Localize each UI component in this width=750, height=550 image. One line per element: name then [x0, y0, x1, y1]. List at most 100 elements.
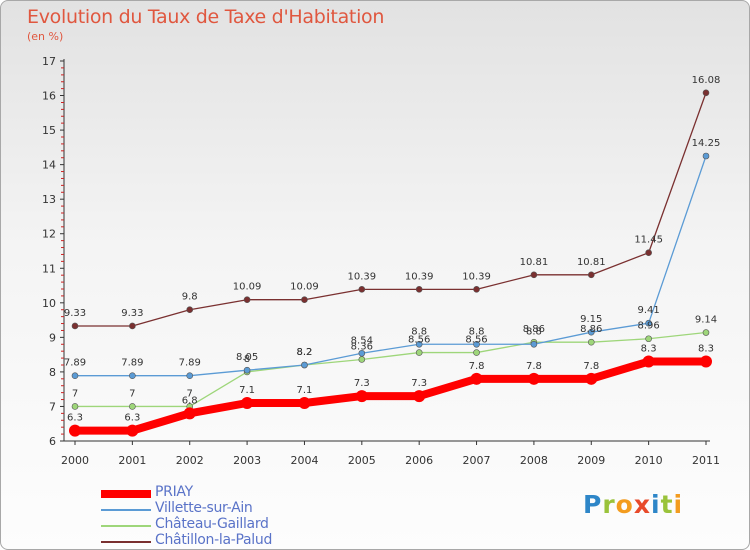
data-point [355, 390, 368, 403]
data-point [473, 349, 480, 356]
data-point [415, 286, 423, 293]
data-point [702, 152, 710, 160]
data-label: 8 [244, 354, 250, 365]
x-tick-label: 2001 [118, 454, 146, 467]
data-label: 10.09 [290, 282, 319, 293]
data-point [473, 286, 480, 293]
data-point [71, 372, 79, 380]
y-tick-label: 13 [42, 193, 56, 206]
data-label: 6.8 [182, 395, 198, 406]
logo-letter: o [615, 490, 634, 519]
chart-title: Evolution du Taux de Taxe d'Habitation [27, 6, 385, 28]
y-tick-label: 7 [49, 400, 56, 413]
data-point [415, 340, 423, 348]
data-label: 16.08 [692, 75, 721, 86]
data-label: 8.8 [411, 326, 427, 337]
y-tick-label: 15 [42, 124, 56, 137]
data-point [530, 271, 538, 279]
data-point [587, 328, 595, 336]
data-label: 8.54 [351, 335, 373, 346]
logo-letter: i [651, 490, 661, 519]
data-label: 7.3 [411, 378, 427, 389]
series-line-priay [71, 357, 710, 435]
data-point [129, 403, 136, 410]
data-label: 10.39 [462, 271, 491, 282]
x-tick-label: 2000 [61, 454, 89, 467]
data-label: 8.05 [236, 352, 258, 363]
data-label: 7.89 [121, 358, 143, 369]
data-point [243, 296, 251, 304]
data-label: 9.8 [182, 292, 198, 303]
data-point [530, 340, 538, 348]
data-label: 9.33 [64, 308, 86, 319]
data-point [473, 340, 480, 348]
data-label: 7.89 [179, 358, 201, 369]
y-tick-label: 11 [42, 262, 56, 275]
data-point [243, 366, 251, 374]
legend-item: Villette-sur-Ain [101, 500, 401, 518]
data-point [301, 361, 308, 369]
data-label: 10.39 [405, 271, 434, 282]
data-label: 9.33 [121, 308, 143, 319]
series-layer [69, 89, 712, 437]
data-point [358, 349, 366, 357]
data-point [415, 349, 423, 356]
x-tick-label: 2007 [463, 454, 491, 467]
logo-letter: x [633, 490, 651, 519]
x-tick-label: 2004 [290, 454, 318, 467]
data-label: 8.2 [297, 347, 313, 358]
data-label: 7 [129, 388, 135, 399]
data-label: 8.56 [465, 335, 487, 346]
y-tick-label: 6 [49, 435, 56, 448]
chart-subtitle: (en %) [27, 30, 64, 43]
data-point [186, 306, 194, 314]
data-point [587, 271, 595, 279]
logo-letter: i [673, 490, 684, 519]
data-label: 8.8 [526, 326, 542, 337]
x-tick-label: 2005 [348, 454, 376, 467]
proxiti-logo: Proxiti [583, 490, 683, 519]
data-label: 10.81 [520, 257, 549, 268]
data-label: 14.25 [692, 138, 721, 149]
data-point [470, 372, 483, 385]
data-label: 7.8 [469, 361, 485, 372]
data-label: 6.3 [67, 413, 83, 424]
data-label: 7.8 [526, 361, 542, 372]
data-label: 7.1 [239, 385, 255, 396]
data-point [183, 407, 196, 420]
data-label: 8.86 [580, 324, 602, 335]
x-tick-label: 2008 [520, 454, 548, 467]
data-label: 8.96 [638, 321, 660, 332]
data-point [700, 355, 712, 368]
x-tick-label: 2011 [692, 454, 720, 467]
x-tick-label: 2003 [233, 454, 261, 467]
legend-label: Villette-sur-Ain [155, 500, 253, 516]
data-point [702, 329, 710, 336]
x-tick-label: 2010 [635, 454, 663, 467]
legend-label: Château-Gaillard [155, 516, 269, 532]
data-point [69, 424, 81, 437]
data-point [186, 372, 194, 380]
logo-letter: t [660, 490, 674, 519]
data-point [358, 356, 366, 363]
data-label: 7.8 [583, 361, 599, 372]
y-tick-label: 16 [42, 90, 56, 103]
logo-letter: r [602, 490, 616, 519]
data-point [298, 397, 311, 409]
y-tick-label: 10 [42, 297, 56, 310]
data-point [645, 249, 652, 257]
data-labels-layer: 6.3 6.3 6.8 7.1 7.1 7.3 7.3 7.8 7.8 7.8 8.3 8.3 7.89… [64, 75, 720, 424]
data-label: 10.09 [233, 282, 262, 293]
legend-swatch [101, 525, 151, 527]
data-label: 6.3 [124, 413, 140, 424]
legend-item: Châtillon-la-Palud [101, 532, 401, 549]
data-label: 9.15 [580, 314, 602, 325]
data-point [71, 322, 79, 330]
legend-swatch [101, 509, 151, 511]
data-point [702, 89, 710, 97]
legend-label: Châtillon-la-Palud [155, 532, 273, 548]
legend-item: PRIAY [101, 484, 401, 502]
legend-item: Château-Gaillard [101, 516, 401, 534]
